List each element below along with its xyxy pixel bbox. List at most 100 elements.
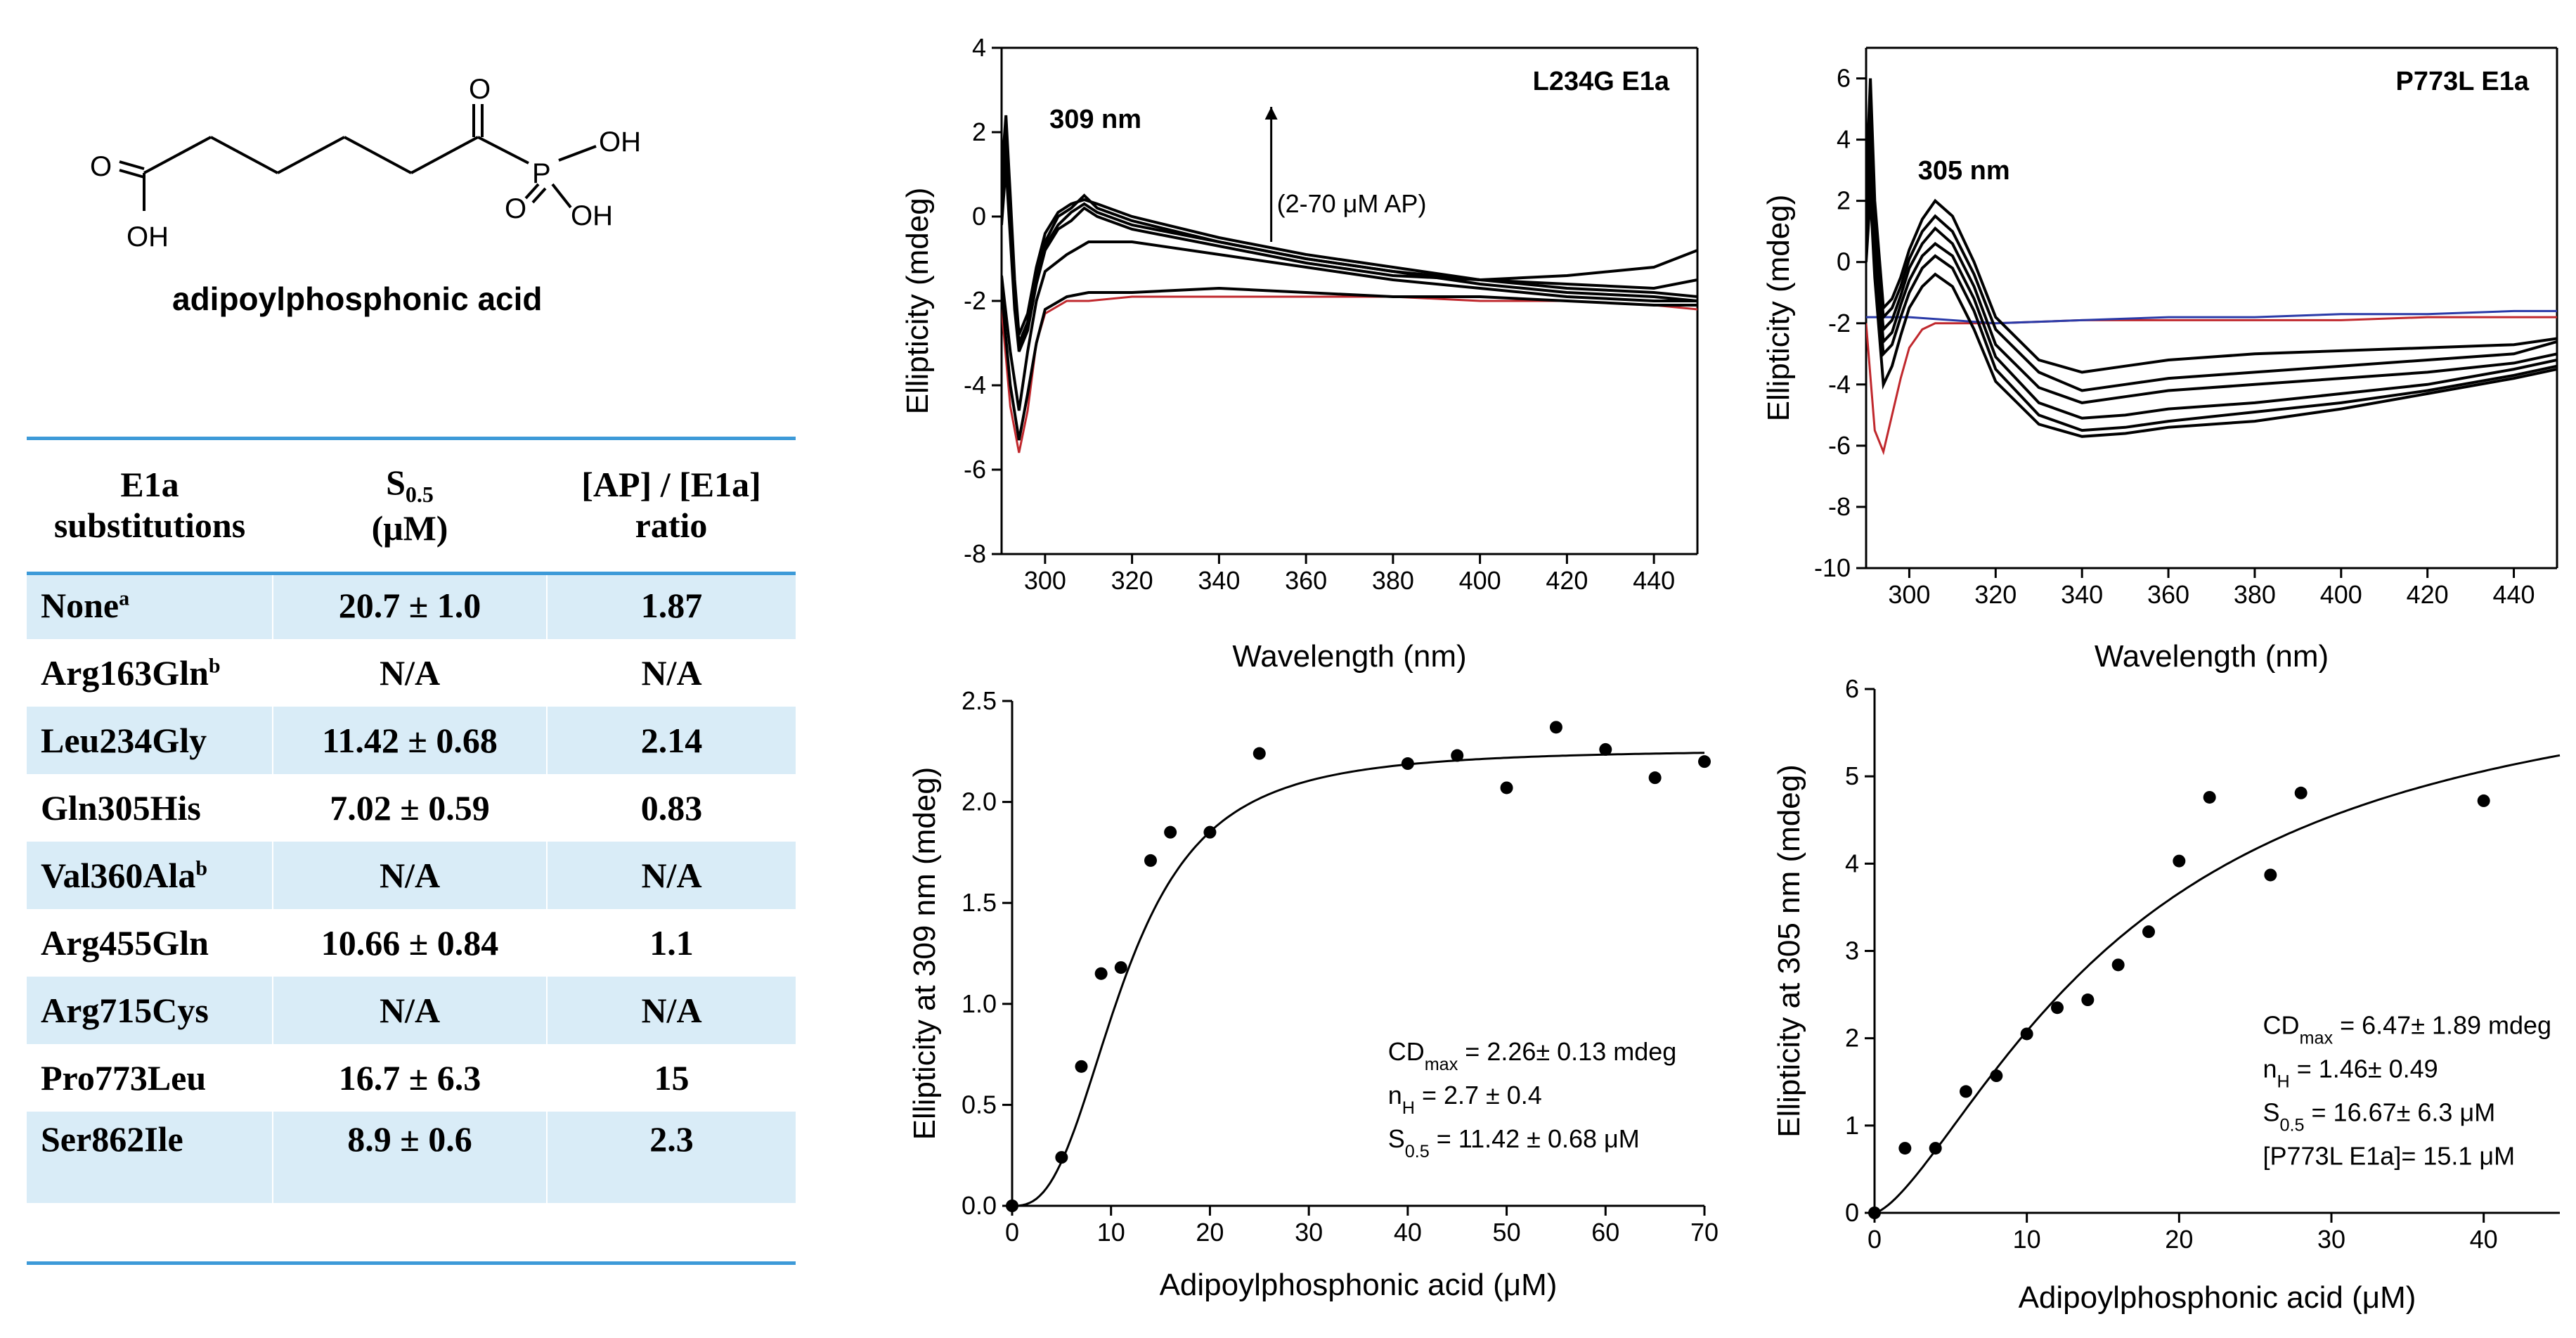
atom-o-p-double: O [505,193,526,224]
bond-p-oh-1 [558,145,597,162]
table-row: Val360Alab N/A N/A [27,842,796,909]
data-point [1929,1142,1942,1155]
x-tick-label: 360 [1285,566,1327,595]
table-row: Gln305His 7.02 ± 0.59 0.83 [27,774,796,842]
y-tick-label: 6 [1845,674,1859,703]
x-tick-label: 340 [2061,580,2103,609]
series-line-4 [1866,124,2557,404]
bond-p-oh-2 [551,183,572,209]
y-axis-label: Ellipticity (mdeg) [900,188,935,415]
y-tick-label: -2 [1828,309,1851,337]
cell-ratio: 0.83 [546,774,796,842]
x-tick-label: 30 [1295,1218,1323,1247]
y-tick-label: 6 [1837,64,1851,93]
x-tick-label: 10 [1097,1218,1125,1247]
bond-chain-4 [344,136,412,174]
cell-ratio: N/A [546,977,796,1044]
y-tick-label: 1.0 [962,989,997,1018]
data-point [1144,854,1157,867]
cell-ratio: 2.3 [546,1112,796,1203]
x-axis-label: Wavelength (nm) [1232,639,1466,674]
cell-substitution: Pro773Leu [41,1058,207,1098]
data-point [2020,1027,2033,1041]
annotation-cdmax: CDmax = 6.47± 1.89 mdeg [2263,1010,2552,1048]
y-axis-label: Ellipticity at 309 nm (mdeg) [907,767,942,1140]
cell-s05: N/A [272,842,547,909]
data-point [2051,1001,2064,1015]
cell-substitution: Arg715Cys [27,977,273,1044]
x-tick-label: 20 [2165,1225,2193,1254]
data-point [2142,925,2155,939]
atom-oh-p1: OH [599,127,641,157]
header-s05: S0.5 (μM) [371,462,448,548]
cell-substitution: Ser862Ile [27,1112,273,1203]
cell-s05: 8.9 ± 0.6 [272,1112,547,1203]
peak-label: 309 nm [1049,105,1141,134]
cell-substitution: Gln305His [41,788,201,828]
bond-c-o-double-1 [119,160,145,170]
data-point [1990,1069,2003,1083]
substitution-table: E1a substitutions S0.5 (μM) [AP] / [E1a]… [27,438,796,1203]
y-tick-label: -2 [964,286,986,315]
x-tick-label: 360 [2147,580,2189,609]
annotation-s05: S0.5 = 16.67± 6.3 μM [2263,1098,2496,1135]
series-line-6 [1866,169,2557,432]
table-header-row: E1a substitutions S0.5 (μM) [AP] / [E1a]… [27,438,796,572]
x-tick-label: 320 [1974,580,2017,609]
range-annotation: (2-70 μM AP) [1277,189,1427,218]
header-substitutions: E1a substitutions [53,465,246,545]
x-tick-label: 0 [1868,1225,1882,1254]
y-tick-label: 2.0 [962,787,997,816]
data-point [2081,993,2095,1007]
series-line-0 [1866,316,2557,456]
cell-s05: 20.7 ± 1.0 [272,572,547,639]
cell-s05: 10.66 ± 0.84 [272,909,547,977]
cell-substitution: Arg163Glnb [41,653,221,693]
data-point [1094,967,1108,980]
table-body: Nonea 20.7 ± 1.0 1.87 Arg163Glnb N/A N/A Leu23… [27,572,796,1203]
annotation-concentration: [P773L E1a]= 15.1 μM [2263,1141,2516,1170]
atom-oh-p2: OH [571,200,613,231]
bond-c-p [477,136,529,165]
cell-s05: N/A [272,639,547,707]
cell-substitution: Nonea [27,572,273,639]
series-line-5 [1002,148,1697,348]
series-line-4 [1002,131,1697,344]
x-tick-label: 440 [1633,566,1675,595]
series-line-0 [1002,295,1697,453]
data-point [1114,961,1127,974]
y-tick-label: 4 [972,33,986,62]
fit-curve [1011,752,1705,1207]
series-line-5 [1866,146,2557,420]
bond-chain-2 [210,136,278,174]
data-point [2173,854,2186,868]
cell-ratio: 1.1 [546,909,796,977]
data-point [1164,825,1177,839]
y-tick-label: 2 [1837,186,1851,215]
x-tick-label: 70 [1690,1218,1719,1247]
compound-name: adipoylphosphonic acid [172,281,543,317]
annotation-nh: nH = 2.7 ± 0.4 [1388,1081,1542,1118]
chart-title: P773L E1a [2396,67,2530,96]
bond-p-o-double-2 [531,187,547,204]
panel-binding_305: 0 10 20 30 40 0 1 2 3 4 5 6 Adipoylphosphonic acid (… [1772,674,2561,1315]
data-point [1898,1142,1912,1155]
annotation-s05: S0.5 = 11.42 ± 0.68 μM [1388,1124,1640,1162]
x-tick-label: 300 [1888,580,1930,609]
annotation-nh: nH = 1.46± 0.49 [2263,1054,2438,1091]
series-line-1 [1002,286,1697,441]
cell-substitution: Val360Alab [27,842,273,909]
atom-oh-acid: OH [127,221,169,252]
bond-chain-5 [410,136,479,174]
cell-ratio: N/A [546,639,796,707]
data-point [2203,790,2216,804]
y-tick-label: -4 [1828,370,1851,399]
data-point [1648,771,1662,785]
series-line-2 [1002,240,1697,411]
data-point [1055,1151,1068,1164]
x-axis-label: Wavelength (nm) [2095,639,2329,674]
chart-title: L234G E1a [1533,67,1670,96]
cell-substitution: Arg455Gln [41,923,209,963]
fit-curve [1874,754,2561,1214]
data-point [1006,1199,1018,1212]
